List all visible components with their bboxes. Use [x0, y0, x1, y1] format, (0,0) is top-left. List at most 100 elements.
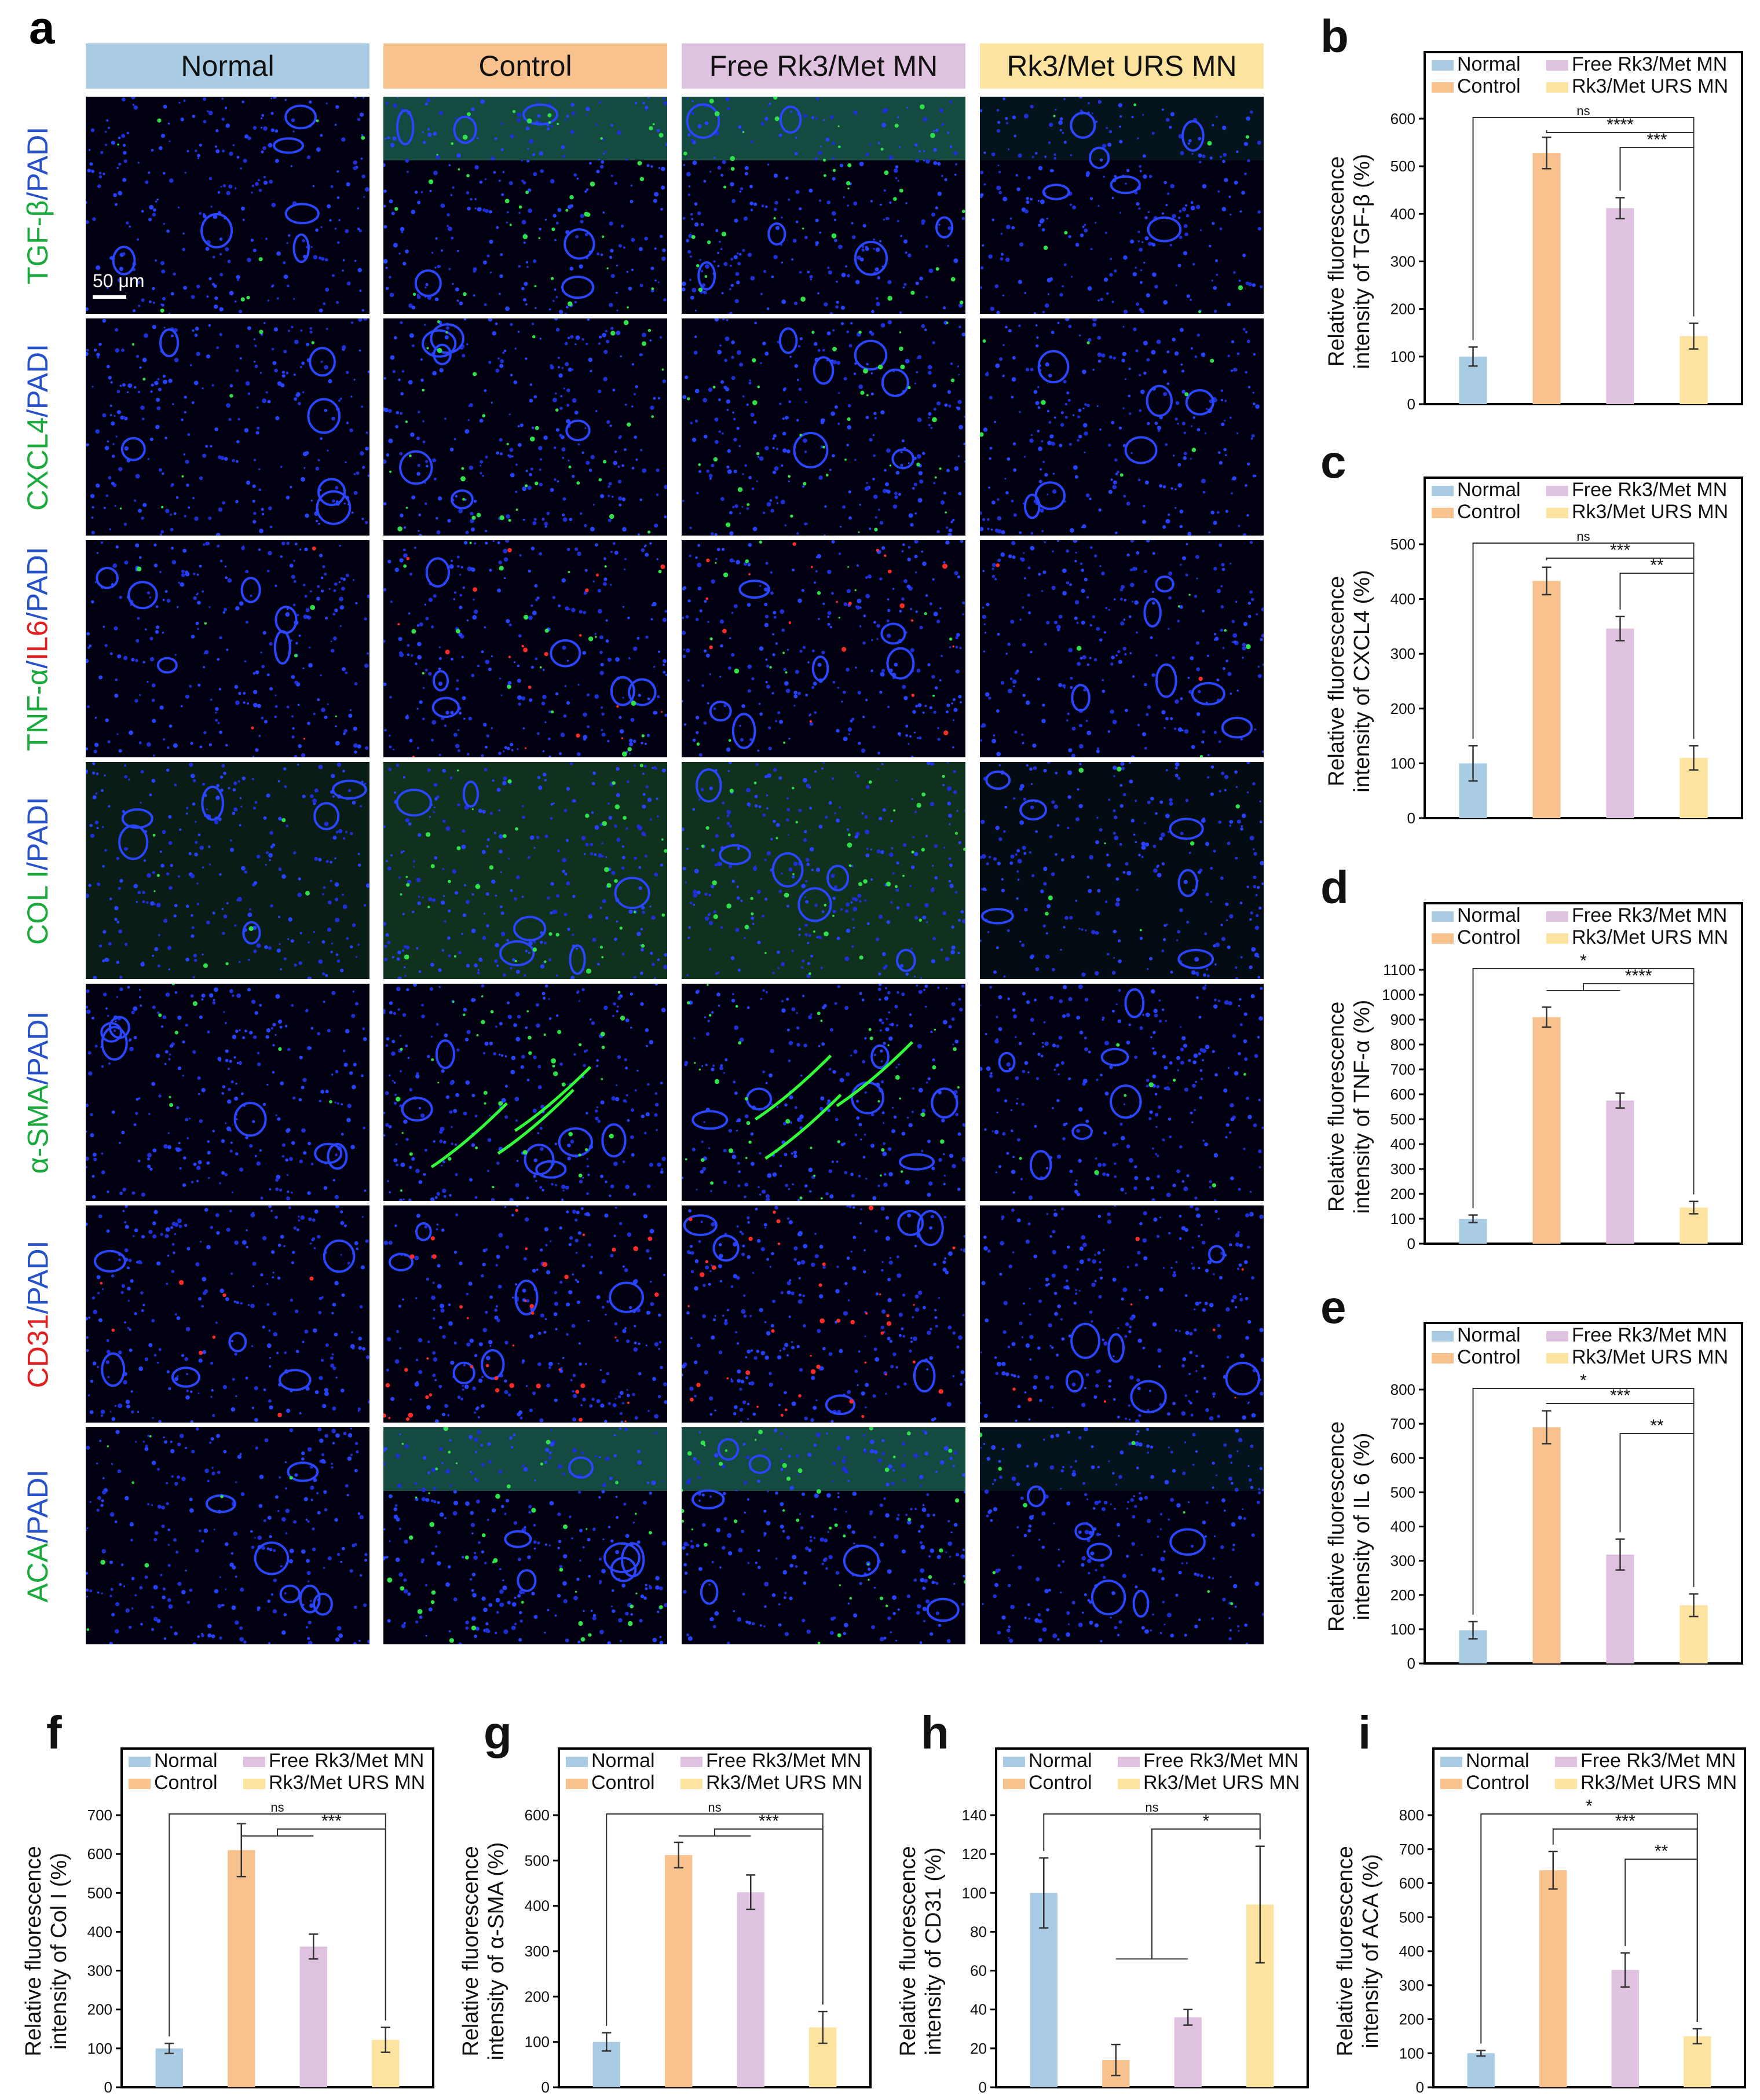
- bar: [1532, 1017, 1561, 1244]
- scale-bar-line: [93, 295, 126, 299]
- y-tick-label: 700: [1391, 1061, 1415, 1078]
- bar: [1532, 1427, 1561, 1663]
- significance-label: ns: [708, 1800, 721, 1815]
- plot-frame: [1424, 477, 1743, 819]
- row-label-part: CXCL4: [21, 417, 54, 511]
- y-tick-label: 200: [1399, 2011, 1424, 2028]
- bar: [1606, 1100, 1634, 1244]
- scale-bar: 50 μm: [93, 270, 145, 299]
- significance-label: ***: [1610, 541, 1630, 560]
- significance-label: ***: [1610, 1386, 1630, 1405]
- y-tick-label: 700: [1399, 1841, 1424, 1858]
- significance-label: ****: [1625, 966, 1652, 985]
- legend-label: Control: [591, 1772, 655, 1794]
- legend-label: Normal: [1457, 479, 1521, 501]
- micrograph-image: [980, 984, 1264, 1201]
- column-header-normal: Normal: [86, 43, 369, 89]
- legend-swatch: [1546, 82, 1568, 93]
- significance-label: **: [1650, 1416, 1664, 1435]
- y-tick-label: 1000: [1382, 986, 1415, 1003]
- significance-bracket: [1546, 983, 1695, 1194]
- y-tick-label: 600: [1391, 1449, 1415, 1467]
- bar: [1606, 208, 1634, 404]
- y-tick-label: 900: [1391, 1011, 1415, 1028]
- legend-swatch: [1546, 60, 1568, 71]
- y-tick-label: 200: [87, 2001, 112, 2018]
- y-axis-label-line: intensity of TNF-α (%): [1350, 1000, 1374, 1214]
- bar: [1539, 1870, 1567, 2087]
- y-axis-label-line: Relative fluorescence: [1333, 1846, 1357, 2056]
- y-tick-label: 0: [1407, 809, 1415, 827]
- bar: [1606, 628, 1634, 818]
- y-tick-label: 500: [525, 1852, 550, 1869]
- y-tick-label: 600: [525, 1806, 550, 1824]
- y-tick-label: 100: [1391, 1621, 1415, 1638]
- legend-swatch: [1003, 1779, 1025, 1789]
- column-header-control: Control: [383, 43, 667, 89]
- legend-label: Control: [1466, 1772, 1530, 1794]
- legend-swatch: [1432, 911, 1454, 922]
- legend-label: Rk3/Met URS MN: [1572, 926, 1728, 948]
- micrograph-image: [86, 762, 369, 979]
- column-header-label: Rk3/Met URS MN: [1007, 50, 1237, 82]
- y-tick-label: 60: [970, 1962, 987, 1980]
- y-tick-label: 200: [1391, 1185, 1415, 1203]
- y-tick-label: 100: [962, 1884, 987, 1901]
- y-axis-label-line: intensity of TGF-β (%): [1350, 154, 1374, 369]
- column-header-label: Free Rk3/Met MN: [709, 50, 938, 82]
- legend-label: Control: [1457, 75, 1521, 97]
- legend-label: Free Rk3/Met MN: [269, 1750, 424, 1772]
- y-tick-label: 300: [87, 1962, 112, 1980]
- row-label-part: /PADI: [21, 796, 54, 870]
- legend-label: Normal: [1029, 1750, 1092, 1772]
- y-tick-label: 200: [1391, 300, 1415, 318]
- panel-letter: e: [1320, 1281, 1346, 1333]
- y-tick-label: 400: [1391, 1518, 1415, 1535]
- micrograph-image: 50 μm: [86, 97, 369, 314]
- chart-b: b Normal Control Free Rk3/Met MN Rk3/Met URS…: [1303, 0, 1755, 417]
- row-label-part: /PADI: [21, 343, 54, 417]
- column-header-label: Control: [478, 50, 572, 82]
- row-label: CXCL4/PADI: [6, 318, 69, 536]
- y-tick-label: 400: [1399, 1943, 1424, 1960]
- micrograph-image: [682, 984, 965, 1201]
- row-label-part: TGF-β: [21, 200, 54, 284]
- significance-label: ***: [1615, 1812, 1635, 1831]
- micrograph-image: [980, 540, 1264, 757]
- y-tick-label: 80: [970, 1923, 987, 1940]
- panel-letter: h: [921, 1707, 949, 1758]
- row-label: TGF-β/PADI: [6, 97, 69, 314]
- y-tick-label: 800: [1391, 1036, 1415, 1053]
- micrograph-image: [383, 97, 667, 314]
- micrograph-image: [682, 1427, 965, 1644]
- chart-c: c Normal Control Free Rk3/Met MN Rk3/Met URS…: [1303, 426, 1755, 831]
- y-tick-label: 200: [1391, 700, 1415, 717]
- y-axis-label: Relative fluorescence intensity of TGF-β …: [1324, 154, 1374, 369]
- row-label-part: /PADI: [21, 126, 54, 200]
- bar: [1174, 2017, 1202, 2087]
- legend-swatch: [1432, 60, 1454, 71]
- panel-letter: f: [46, 1707, 62, 1758]
- significance-label: *: [1580, 1371, 1587, 1390]
- legend-swatch: [1546, 933, 1568, 944]
- legend-label: Rk3/Met URS MN: [706, 1772, 862, 1794]
- significance-label: ns: [1576, 529, 1590, 544]
- row-label-part: /PADI: [21, 1469, 54, 1543]
- legend-label: Rk3/Met URS MN: [1580, 1772, 1737, 1794]
- y-tick-label: 100: [525, 2033, 550, 2051]
- y-axis-label-line: intensity of IL 6 (%): [1350, 1433, 1374, 1621]
- chart-h: h Normal Control Free Rk3/Met MN Rk3/Met URS…: [874, 1696, 1320, 2100]
- significance-bracket: [1043, 1813, 1261, 1851]
- legend-swatch: [1546, 911, 1568, 922]
- bar: [737, 1892, 764, 2087]
- significance-label: **: [1650, 556, 1664, 575]
- significance-bracket: [678, 1828, 824, 2005]
- y-tick-label: 120: [962, 1845, 987, 1863]
- y-tick-label: 300: [1391, 253, 1415, 270]
- row-label-part: TNF-α: [21, 668, 54, 752]
- bar: [155, 2048, 183, 2087]
- panel-letter: d: [1320, 862, 1349, 913]
- y-axis-label-line: Relative fluorescence: [1324, 1421, 1349, 1632]
- micrograph-image: [682, 762, 965, 979]
- significance-label: ***: [321, 1812, 342, 1831]
